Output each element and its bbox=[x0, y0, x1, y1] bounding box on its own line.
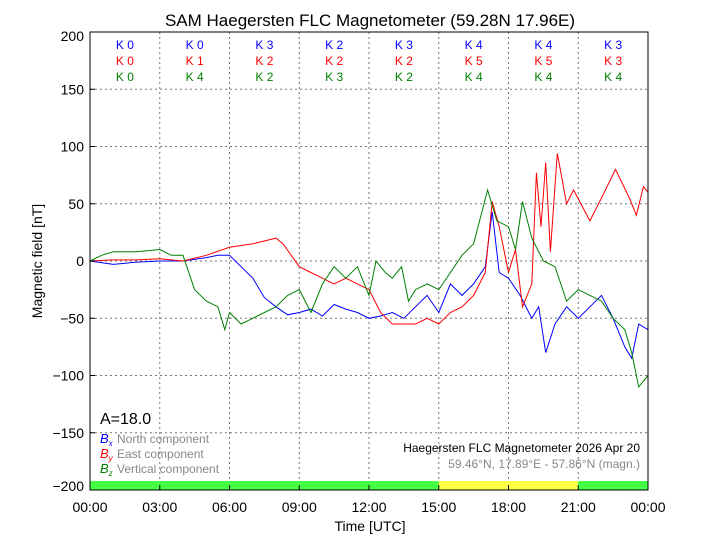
y-tick-label: 150 bbox=[61, 81, 85, 97]
y-tick-label: −50 bbox=[60, 310, 84, 326]
x-tick-label: 12:00 bbox=[351, 499, 386, 515]
y-tick-label: 0 bbox=[76, 253, 84, 269]
x-tick-label: 15:00 bbox=[421, 499, 456, 515]
k-index-x: K 3 bbox=[255, 38, 273, 52]
legend-label: North component bbox=[117, 432, 210, 446]
k-index-x: K 0 bbox=[116, 38, 134, 52]
k-index-x: K 0 bbox=[186, 38, 204, 52]
y-tick-label: 200 bbox=[61, 28, 85, 44]
x-tick-label: 09:00 bbox=[282, 499, 317, 515]
k-index-y: K 5 bbox=[465, 54, 483, 68]
series-lines bbox=[89, 153, 649, 389]
y-tick-label: −200 bbox=[52, 478, 84, 494]
y-axis-label: Magnetic field [nT] bbox=[29, 204, 45, 318]
k-index-z: K 4 bbox=[534, 70, 552, 84]
k-index-z: K 0 bbox=[116, 70, 134, 84]
coords-label: 59.46°N, 17.89°E - 57.86°N (magn.) bbox=[448, 457, 640, 471]
y-tick-label: 50 bbox=[68, 196, 84, 212]
k-index-y: K 1 bbox=[186, 54, 204, 68]
legend-label: Vertical component bbox=[117, 462, 220, 476]
axis-ticks: 00:00 03:00 06:00 09:00 12:00 15:00 18:00 21:00… bbox=[52, 28, 665, 515]
series-line-y bbox=[89, 153, 649, 325]
a-index: A=18.0 bbox=[100, 411, 151, 428]
station-label: Haegersten FLC Magnetometer 2026 Apr 20 bbox=[403, 441, 640, 455]
y-tick-label: −150 bbox=[52, 425, 84, 441]
x-tick-label: 06:00 bbox=[212, 499, 247, 515]
k-index-y: K 2 bbox=[325, 54, 343, 68]
x-tick-label: 18:00 bbox=[491, 499, 526, 515]
activity-segment bbox=[578, 481, 648, 490]
k-index-z: K 4 bbox=[186, 70, 204, 84]
k-index-z: K 2 bbox=[395, 70, 413, 84]
x-tick-label: 03:00 bbox=[142, 499, 177, 515]
k-index-x: K 4 bbox=[534, 38, 552, 52]
y-tick-label: 100 bbox=[61, 139, 85, 155]
chart-title: SAM Haegersten FLC Magnetometer (59.28N … bbox=[165, 11, 575, 30]
x-axis-label: Time [UTC] bbox=[334, 518, 405, 534]
series-line-z bbox=[89, 188, 649, 389]
k-index-y: K 3 bbox=[604, 54, 622, 68]
x-tick-label: 00:00 bbox=[630, 499, 665, 515]
k-index-z: K 4 bbox=[604, 70, 622, 84]
k-index-x: K 3 bbox=[604, 38, 622, 52]
legend-label: East component bbox=[117, 447, 204, 461]
k-index-x: K 2 bbox=[325, 38, 343, 52]
x-tick-label: 21:00 bbox=[561, 499, 596, 515]
k-indices: K 0 K 0 K 3 K 2 K 3 K 4 K 4 K 3 K 0 K 1 K 2 K 2 K 2 K… bbox=[116, 38, 623, 84]
k-index-z: K 2 bbox=[255, 70, 273, 84]
x-tick-label: 00:00 bbox=[72, 499, 107, 515]
k-index-x: K 4 bbox=[465, 38, 483, 52]
k-index-y: K 5 bbox=[534, 54, 552, 68]
series-line-x bbox=[89, 211, 649, 360]
y-tick-label: −100 bbox=[52, 368, 84, 384]
k-index-y: K 2 bbox=[395, 54, 413, 68]
k-index-x: K 3 bbox=[395, 38, 413, 52]
grid bbox=[90, 32, 648, 490]
k-index-z: K 3 bbox=[325, 70, 343, 84]
k-index-z: K 4 bbox=[465, 70, 483, 84]
k-index-y: K 2 bbox=[255, 54, 273, 68]
k-index-y: K 0 bbox=[116, 54, 134, 68]
legend-symbol: Bz bbox=[100, 461, 113, 478]
activity-segment bbox=[90, 481, 439, 490]
